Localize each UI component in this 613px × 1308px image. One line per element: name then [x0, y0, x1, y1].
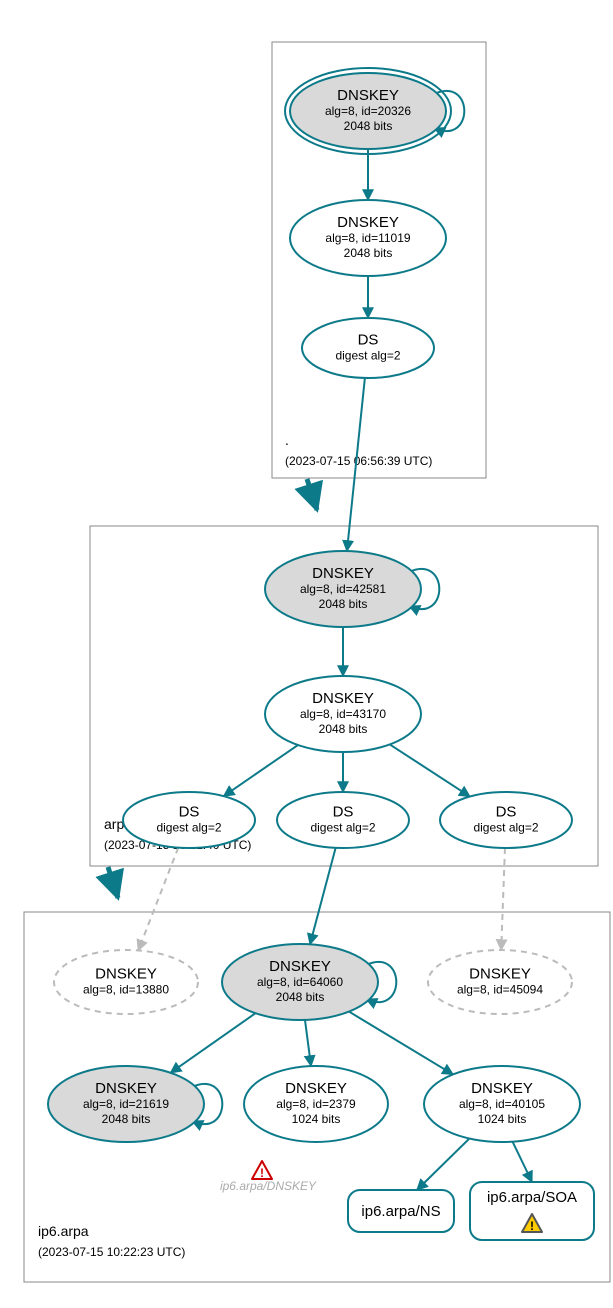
svg-text:ip6.arpa: ip6.arpa [38, 1223, 89, 1239]
svg-text:alg=8, id=21619: alg=8, id=21619 [83, 1097, 169, 1111]
svg-text:DNSKEY: DNSKEY [312, 565, 374, 582]
node-ip6-k1: DNSKEYalg=8, id=13880 [54, 950, 198, 1014]
node-ip6-ksk: DNSKEYalg=8, id=640602048 bits [222, 944, 378, 1020]
edge [138, 848, 178, 951]
node-ip6-soa: ip6.arpa/SOA! [470, 1182, 594, 1240]
node-root-zsk: DNSKEYalg=8, id=110192048 bits [290, 200, 446, 276]
svg-text:DNSKEY: DNSKEY [269, 958, 331, 975]
node-ip6-k3: DNSKEYalg=8, id=45094 [428, 950, 572, 1014]
svg-text:DS: DS [496, 804, 517, 821]
svg-text:(2023-07-15 10:22:23 UTC): (2023-07-15 10:22:23 UTC) [38, 1245, 185, 1259]
edge [310, 848, 336, 944]
svg-text:alg=8, id=64060: alg=8, id=64060 [257, 975, 343, 989]
svg-text:DNSKEY: DNSKEY [471, 1080, 533, 1097]
svg-text:DS: DS [333, 804, 354, 821]
svg-text:1024 bits: 1024 bits [478, 1112, 527, 1126]
edge [305, 1020, 311, 1066]
node-root-ds: DSdigest alg=2 [302, 318, 434, 378]
node-arpa-ds2: DSdigest alg=2 [277, 792, 409, 848]
edge [513, 1142, 532, 1182]
svg-text:2048 bits: 2048 bits [344, 246, 393, 260]
svg-text:!: ! [530, 1219, 534, 1233]
svg-text:DNSKEY: DNSKEY [337, 214, 399, 231]
svg-text:alg=8, id=20326: alg=8, id=20326 [325, 104, 411, 118]
svg-text:2048 bits: 2048 bits [102, 1112, 151, 1126]
edge [501, 848, 505, 950]
svg-text:DNSKEY: DNSKEY [337, 87, 399, 104]
svg-text:(2023-07-15 06:56:39 UTC): (2023-07-15 06:56:39 UTC) [285, 454, 432, 468]
node-arpa-zsk: DNSKEYalg=8, id=431702048 bits [265, 676, 421, 752]
node-arpa-ksk: DNSKEYalg=8, id=425812048 bits [265, 551, 421, 627]
zone-arrow [108, 867, 118, 898]
node-ip6-z2: DNSKEYalg=8, id=23791024 bits [244, 1066, 388, 1142]
svg-text:ip6.arpa/SOA: ip6.arpa/SOA [487, 1189, 577, 1206]
svg-text:ip6.arpa/NS: ip6.arpa/NS [361, 1203, 440, 1220]
svg-text:ip6.arpa/DNSKEY: ip6.arpa/DNSKEY [220, 1179, 317, 1193]
edge [224, 745, 298, 796]
edge [417, 1139, 470, 1190]
edge [349, 1012, 453, 1075]
svg-text:2048 bits: 2048 bits [319, 597, 368, 611]
svg-text:alg=8, id=2379: alg=8, id=2379 [276, 1097, 356, 1111]
edge [390, 744, 470, 796]
svg-text:alg=8, id=45094: alg=8, id=45094 [457, 983, 543, 997]
node-ip6-z3: DNSKEYalg=8, id=401051024 bits [424, 1066, 580, 1142]
svg-text:digest alg=2: digest alg=2 [335, 349, 400, 363]
node-root-ksk: DNSKEYalg=8, id=203262048 bits [285, 68, 451, 154]
edge [171, 1013, 256, 1073]
svg-text:alg=8, id=13880: alg=8, id=13880 [83, 983, 169, 997]
svg-text:digest alg=2: digest alg=2 [310, 821, 375, 835]
zone-arrow [307, 479, 317, 510]
node-arpa-ds3: DSdigest alg=2 [440, 792, 572, 848]
svg-text:2048 bits: 2048 bits [276, 990, 325, 1004]
svg-text:alg=8, id=42581: alg=8, id=42581 [300, 582, 386, 596]
node-arpa-ds1: DSdigest alg=2 [123, 792, 255, 848]
svg-text:!: ! [260, 1166, 264, 1180]
svg-text:digest alg=2: digest alg=2 [156, 821, 221, 835]
svg-text:DS: DS [358, 332, 379, 349]
svg-text:2048 bits: 2048 bits [319, 722, 368, 736]
svg-text:DS: DS [179, 804, 200, 821]
svg-text:alg=8, id=40105: alg=8, id=40105 [459, 1097, 545, 1111]
svg-text:.: . [285, 432, 289, 448]
svg-text:DNSKEY: DNSKEY [312, 690, 374, 707]
svg-text:DNSKEY: DNSKEY [469, 966, 531, 983]
dnssec-diagram: .(2023-07-15 06:56:39 UTC)arpa(2023-07-1… [10, 10, 613, 1298]
svg-text:DNSKEY: DNSKEY [95, 1080, 157, 1097]
svg-text:1024 bits: 1024 bits [292, 1112, 341, 1126]
node-ip6-z1: DNSKEYalg=8, id=216192048 bits [48, 1066, 204, 1142]
node-ip6-ns: ip6.arpa/NS [348, 1190, 454, 1232]
svg-text:alg=8, id=43170: alg=8, id=43170 [300, 707, 386, 721]
svg-text:2048 bits: 2048 bits [344, 119, 393, 133]
svg-text:alg=8, id=11019: alg=8, id=11019 [325, 231, 411, 245]
svg-text:DNSKEY: DNSKEY [285, 1080, 347, 1097]
svg-text:digest alg=2: digest alg=2 [473, 821, 538, 835]
svg-text:DNSKEY: DNSKEY [95, 966, 157, 983]
